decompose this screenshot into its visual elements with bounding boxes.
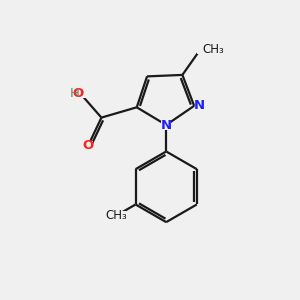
Bar [71, 90, 87, 98]
Text: CH₃: CH₃ [202, 43, 224, 56]
Bar [83, 141, 93, 150]
Bar [197, 46, 218, 54]
Text: N: N [161, 119, 172, 132]
Bar [161, 121, 171, 130]
Text: O: O [72, 87, 83, 100]
Bar [195, 101, 204, 110]
Text: CH₃: CH₃ [106, 209, 127, 222]
Text: H: H [69, 87, 79, 100]
Text: O: O [82, 139, 93, 152]
Bar [107, 211, 126, 220]
Text: N: N [194, 99, 205, 112]
